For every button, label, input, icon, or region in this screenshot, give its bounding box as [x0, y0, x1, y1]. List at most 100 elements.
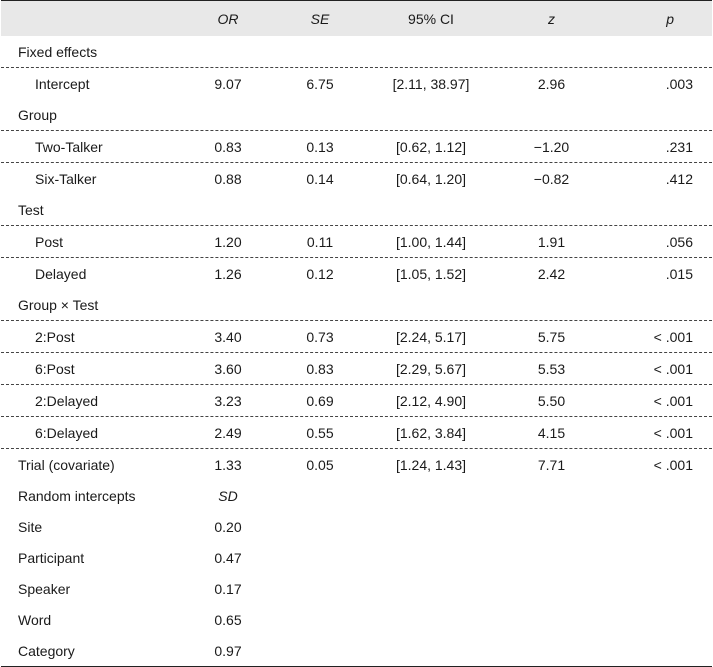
cell-sd: 0.20 [214, 518, 242, 535]
cell-p: .015 [665, 265, 693, 282]
cell-or: 3.60 [214, 360, 242, 377]
header-or: OR [217, 10, 239, 27]
cell-z: −1.20 [533, 138, 570, 155]
cell-ci: [1.00, 1.44] [395, 233, 467, 250]
cell-se: 0.13 [306, 138, 334, 155]
cell-or: 9.07 [214, 75, 242, 92]
row-label: 6:Delayed [35, 424, 99, 441]
row-label: Test [18, 201, 44, 218]
cell-ci: [2.29, 5.67] [395, 360, 467, 377]
table-row-group-x-test: Group × Test [1, 289, 712, 321]
cell-se: 0.11 [306, 233, 334, 250]
cell-p: < .001 [653, 360, 693, 377]
row-label: 6:Post [35, 360, 75, 377]
cell-or: 1.26 [214, 265, 242, 282]
row-label: Post [35, 233, 64, 250]
table-row-test: Test [1, 194, 712, 226]
cell-se: 0.73 [306, 328, 334, 345]
table-row-6-delayed: 6:Delayed 2.49 0.55 [1.62, 3.84] 4.15 < … [1, 417, 712, 449]
cell-z: 2.42 [537, 265, 566, 282]
cell-p: < .001 [653, 424, 693, 441]
table-row-random-intercepts: Random intercepts SD [1, 480, 712, 511]
table-row-delayed: Delayed 1.26 0.12 [1.05, 1.52] 2.42 .015 [1, 258, 712, 289]
cell-sd: 0.97 [214, 643, 242, 659]
row-label: Trial (covariate) [18, 456, 115, 473]
cell-ci: [0.62, 1.12] [395, 138, 467, 155]
cell-z: 4.15 [537, 424, 566, 441]
table-row-2-post: 2:Post 3.40 0.73 [2.24, 5.17] 5.75 < .00… [1, 321, 712, 353]
table-row-participant: Participant 0.47 [1, 542, 712, 573]
cell-p: .412 [665, 170, 693, 187]
table-header: OR SE 95% CI z p [1, 1, 712, 36]
table-row-two-talker: Two-Talker 0.83 0.13 [0.62, 1.12] −1.20 … [1, 131, 712, 163]
cell-p: .003 [665, 75, 693, 92]
cell-or: 3.40 [214, 328, 242, 345]
row-label: Delayed [35, 265, 87, 282]
table-row-speaker: Speaker 0.17 [1, 573, 712, 604]
cell-p: < .001 [653, 392, 693, 409]
cell-ci: [1.05, 1.52] [395, 265, 467, 282]
row-label: 2:Post [35, 328, 75, 345]
table-row-2-delayed: 2:Delayed 3.23 0.69 [2.12, 4.90] 5.50 < … [1, 385, 712, 417]
cell-sd: 0.47 [214, 549, 242, 566]
cell-z: 1.91 [537, 233, 566, 250]
cell-ci: [2.24, 5.17] [395, 328, 467, 345]
cell-ci: [2.11, 38.97] [392, 75, 470, 92]
cell-z: −0.82 [533, 170, 570, 187]
cell-se: 6.75 [306, 75, 334, 92]
cell-ci: [0.64, 1.20] [395, 170, 467, 187]
cell-p: < .001 [653, 328, 693, 345]
table-row-six-talker: Six-Talker 0.88 0.14 [0.64, 1.20] −0.82 … [1, 163, 712, 194]
cell-se: 0.12 [306, 265, 334, 282]
cell-z: 2.96 [537, 75, 566, 92]
header-se: SE [310, 10, 330, 27]
row-label: 2:Delayed [35, 392, 99, 409]
header-p: p [666, 10, 674, 27]
cell-sd: 0.65 [214, 612, 242, 628]
cell-or: 0.83 [214, 138, 242, 155]
cell-se: 0.55 [306, 424, 334, 441]
row-label: Six-Talker [35, 170, 97, 187]
cell-se: 0.14 [306, 170, 334, 187]
cell-z: 5.50 [537, 392, 566, 409]
cell-z: 5.75 [537, 328, 566, 345]
table-row-site: Site 0.20 [1, 511, 712, 542]
cell-se: 0.83 [306, 360, 334, 377]
row-label: Speaker [18, 580, 71, 597]
header-z: z [548, 10, 555, 27]
table-row-fixed-effects: Fixed effects [1, 36, 712, 68]
cell-or: 1.33 [214, 456, 242, 473]
row-label: Word [18, 612, 52, 628]
row-label: Participant [18, 549, 85, 566]
row-label: Site [18, 518, 43, 535]
cell-z: 7.71 [537, 456, 566, 473]
table-row-intercept: Intercept 9.07 6.75 [2.11, 38.97] 2.96 .… [1, 68, 712, 99]
cell-se: 0.05 [306, 456, 334, 473]
row-label: Category [18, 643, 75, 659]
table-row-word: Word 0.65 [1, 604, 712, 636]
row-label: Intercept [35, 75, 90, 92]
table-row-group: Group [1, 99, 712, 131]
table-row-trial-covariate: Trial (covariate) 1.33 0.05 [1.24, 1.43]… [1, 449, 712, 480]
row-label: Fixed effects [18, 43, 98, 60]
cell-sd-header: SD [218, 487, 238, 504]
table-row-post: Post 1.20 0.11 [1.00, 1.44] 1.91 .056 [1, 226, 712, 258]
row-label: Group × Test [18, 296, 99, 313]
cell-se: 0.69 [306, 392, 334, 409]
cell-ci: [2.12, 4.90] [395, 392, 467, 409]
row-label: Group [18, 106, 57, 123]
cell-or: 0.88 [214, 170, 242, 187]
row-label: Random intercepts [18, 487, 136, 504]
row-label: Two-Talker [35, 138, 103, 155]
cell-ci: [1.62, 3.84] [395, 424, 467, 441]
cell-or: 1.20 [214, 233, 242, 250]
cell-p: < .001 [653, 456, 693, 473]
cell-ci: [1.24, 1.43] [395, 456, 467, 473]
cell-z: 5.53 [537, 360, 566, 377]
cell-sd: 0.17 [214, 580, 242, 597]
cell-or: 2.49 [214, 424, 242, 441]
cell-or: 3.23 [214, 392, 242, 409]
cell-p: .231 [665, 138, 693, 155]
table-row-category: Category 0.97 [1, 636, 712, 666]
